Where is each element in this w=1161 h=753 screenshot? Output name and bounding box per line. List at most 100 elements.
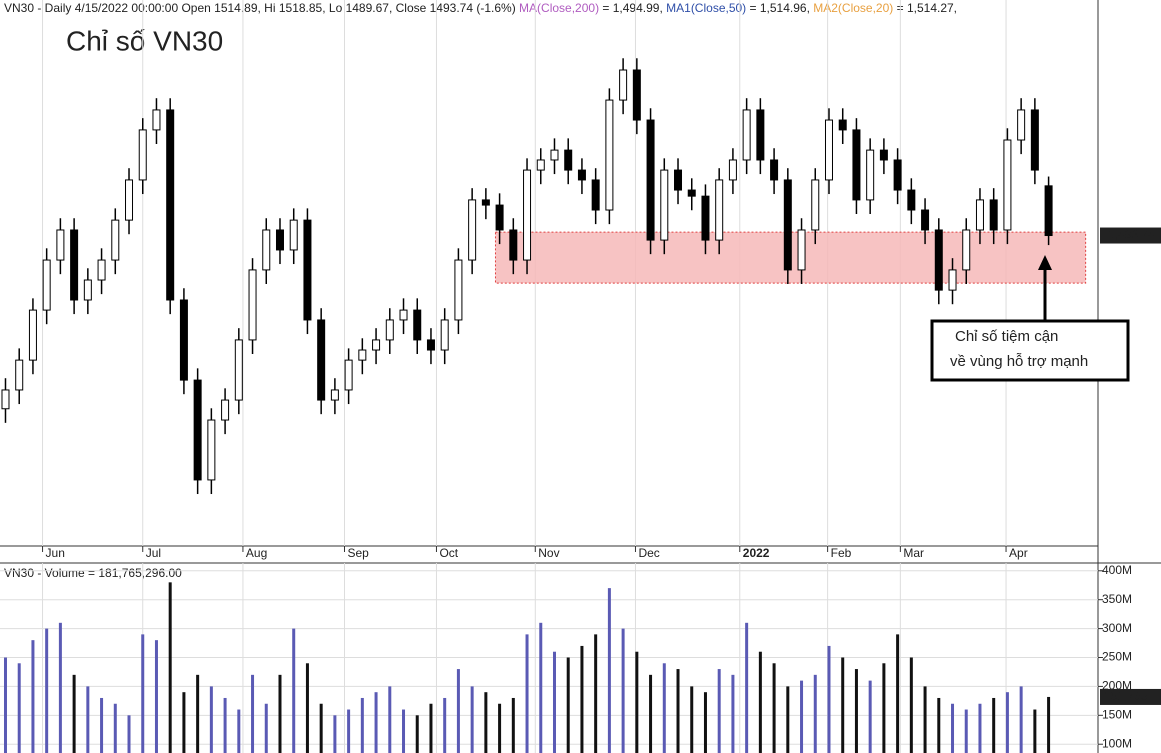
- candle-body: [303, 219, 312, 321]
- x-tick-label: Nov: [538, 546, 559, 560]
- candle-body: [742, 109, 751, 161]
- volume-bar: [800, 680, 804, 753]
- volume-bar: [580, 645, 584, 753]
- volume-bar: [964, 709, 968, 753]
- volume-bar: [772, 663, 776, 753]
- volume-bar: [429, 703, 433, 753]
- volume-bar: [278, 674, 282, 753]
- candle-body: [536, 159, 545, 171]
- x-tick-label: Apr: [1009, 546, 1028, 560]
- volume-bar: [566, 657, 570, 753]
- volume-bar: [127, 715, 131, 753]
- candle-body: [440, 319, 449, 351]
- candle-body: [715, 179, 724, 241]
- candle-body: [193, 379, 202, 481]
- x-tick-label: Oct: [439, 546, 458, 560]
- volume-bar: [45, 628, 49, 753]
- volume-bar: [347, 709, 351, 753]
- candle-body: [262, 229, 271, 271]
- volume-bar: [841, 657, 845, 753]
- candle-body: [221, 399, 230, 421]
- header-text: VN30 - Daily 4/15/2022 00:00:00 Open 151…: [4, 1, 957, 15]
- volume-bar: [813, 674, 817, 753]
- price-label-box: [1100, 227, 1161, 244]
- header-part: = 1,514.96,: [750, 1, 810, 15]
- volume-bar: [827, 645, 831, 753]
- volume-title: VN30 - Volume = 181,765,296.00: [4, 566, 182, 580]
- candle-body: [646, 119, 655, 241]
- candle-body: [83, 279, 92, 301]
- candle-body: [701, 195, 710, 241]
- volume-bar: [1019, 686, 1023, 753]
- volume-bar: [182, 692, 186, 753]
- volume-bar: [100, 697, 104, 753]
- candle-body: [797, 229, 806, 271]
- volume-bar: [58, 622, 62, 753]
- candle-body: [674, 169, 683, 191]
- candle-body: [495, 204, 504, 231]
- volume-bar: [868, 680, 872, 753]
- annotation-box: [930, 319, 1130, 382]
- volume-bar: [854, 669, 858, 753]
- candle-body: [152, 109, 161, 131]
- y-tick-label: 100M: [1102, 736, 1132, 750]
- volume-label: 181,765: [1104, 689, 1148, 703]
- volume-bar: [951, 703, 955, 753]
- candle-body: [577, 169, 586, 181]
- candle-body: [783, 179, 792, 271]
- header: VN30 - Daily 4/15/2022 00:00:00 Open 151…: [4, 1, 957, 15]
- candle-body: [893, 159, 902, 191]
- volume-bar: [992, 697, 996, 753]
- volume-bar: [402, 709, 406, 753]
- candle-body: [879, 149, 888, 161]
- candle-body: [811, 179, 820, 231]
- candle-body: [481, 199, 490, 206]
- volume-bar: [1005, 692, 1009, 753]
- x-tick-label: Dec: [638, 546, 659, 560]
- x-tick-label: Aug: [246, 546, 267, 560]
- candle-body: [28, 309, 37, 361]
- volume-bar: [388, 686, 392, 753]
- candle-body: [975, 199, 984, 231]
- candle-body: [468, 199, 477, 261]
- y-tick-label: 300M: [1102, 621, 1132, 635]
- volume-bar: [758, 651, 762, 753]
- candle-body: [632, 69, 641, 121]
- candle-body: [619, 69, 628, 101]
- candle-body: [605, 99, 614, 211]
- y-tick-label: 400M: [1102, 563, 1132, 577]
- candle-body: [413, 309, 422, 341]
- candle-body: [1, 389, 10, 410]
- volume-bar: [978, 703, 982, 753]
- candle-body: [125, 179, 134, 221]
- header-part: MA2(Close,20): [813, 1, 893, 15]
- candle-body: [962, 229, 971, 271]
- volume-bar: [703, 692, 707, 753]
- candle-body: [550, 149, 559, 161]
- chart-title: Chỉ số VN30: [66, 25, 223, 56]
- volume-bar: [621, 628, 625, 753]
- candle-body: [138, 129, 147, 181]
- volume-bar: [209, 686, 213, 753]
- candle-body: [1003, 139, 1012, 231]
- candle-body: [166, 109, 175, 301]
- volume-bar: [662, 663, 666, 753]
- volume-bar: [717, 669, 721, 753]
- volume-bar: [484, 692, 488, 753]
- candle-body: [344, 359, 353, 391]
- volume-bar: [937, 697, 941, 753]
- volume-bar: [909, 657, 913, 753]
- x-tick-label: Jun: [46, 546, 65, 560]
- candle-body: [426, 339, 435, 351]
- candle-body: [1044, 185, 1053, 237]
- candle-body: [207, 419, 216, 481]
- x-tick-label: Mar: [903, 546, 924, 560]
- candle-body: [372, 339, 381, 351]
- candle-body: [838, 119, 847, 131]
- volume-bar: [552, 651, 556, 753]
- volume-bar: [305, 663, 309, 753]
- x-tick-label: 2022: [743, 546, 770, 560]
- candle-body: [330, 389, 339, 401]
